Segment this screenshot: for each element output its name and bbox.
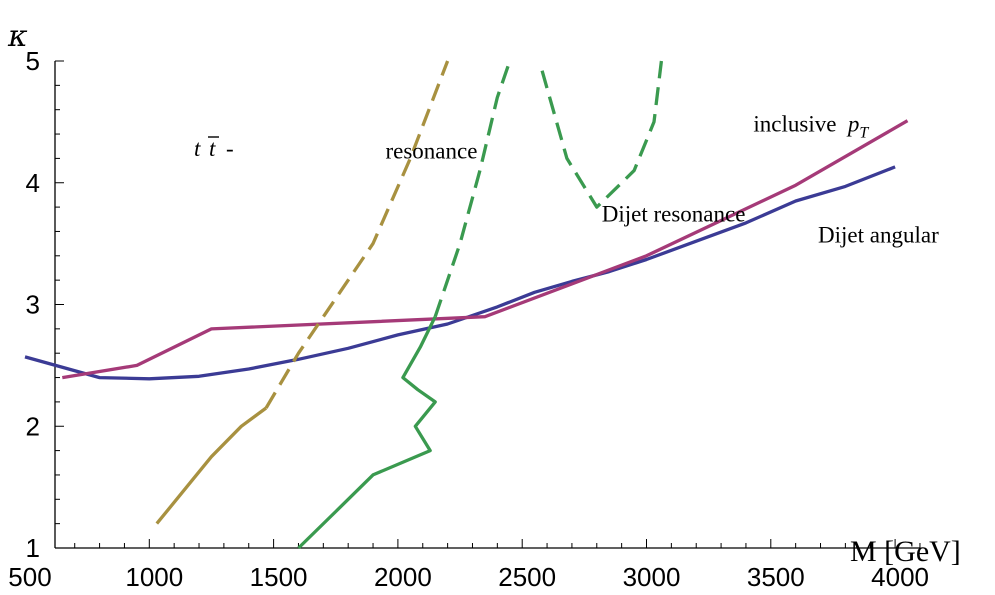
series-t-t-resonance bbox=[155, 60, 450, 525]
x-tick-label: 1500 bbox=[250, 562, 308, 592]
x-tick-label: 1000 bbox=[125, 562, 183, 592]
annotations: t t - resonance Dijet resonance inclusive p… bbox=[194, 112, 939, 248]
y-tick-label: 5 bbox=[26, 46, 40, 76]
annotation-dijet-angular: Dijet angular bbox=[818, 222, 939, 247]
series-inclusive-p-t bbox=[62, 119, 909, 380]
annotation-dijet-resonance: Dijet resonance bbox=[602, 202, 746, 227]
x-tick-label: 2500 bbox=[498, 562, 556, 592]
x-tick-label: 3500 bbox=[747, 562, 805, 592]
y-tick-label: 4 bbox=[26, 168, 40, 198]
ttbar-label-tbar: t bbox=[209, 136, 216, 161]
axes: 500 1000 1500 2000 2500 3000 3500 4000 1 2 3 4 5 bbox=[8, 46, 929, 592]
series-line-dijet-angular bbox=[24, 165, 896, 381]
series-line-t-t-resonance-1 bbox=[155, 406, 268, 525]
ttbar-label-t: t bbox=[194, 136, 201, 161]
series-line-t-t-resonance-2 bbox=[264, 60, 450, 409]
series-dijet-angular bbox=[24, 165, 896, 381]
y-tick-label: 3 bbox=[26, 290, 40, 320]
y-axis-label: κ bbox=[7, 19, 28, 54]
y-tick-label: 2 bbox=[26, 411, 40, 441]
x-tick-label: 2000 bbox=[374, 562, 432, 592]
series-line-dijet-resonance-3 bbox=[540, 60, 664, 209]
x-tick-label: 3000 bbox=[623, 562, 681, 592]
series-line-dijet-resonance-2 bbox=[433, 60, 512, 318]
x-axis-label: M [GeV] bbox=[850, 535, 961, 568]
series-layer bbox=[24, 60, 909, 550]
series-dijet-resonance bbox=[297, 60, 664, 550]
series-line-inclusive-p-t bbox=[62, 119, 909, 380]
x-tick-label: 4000 bbox=[871, 562, 929, 592]
ttbar-label-dash: - bbox=[226, 136, 234, 161]
annotation-p: pT bbox=[846, 112, 870, 142]
annotation-inclusive: inclusive bbox=[753, 112, 836, 137]
annotation-resonance: resonance bbox=[385, 138, 477, 163]
x-tick-label: 500 bbox=[8, 562, 51, 592]
y-tick-label: 1 bbox=[26, 533, 40, 563]
series-line-dijet-resonance-1 bbox=[297, 315, 437, 550]
